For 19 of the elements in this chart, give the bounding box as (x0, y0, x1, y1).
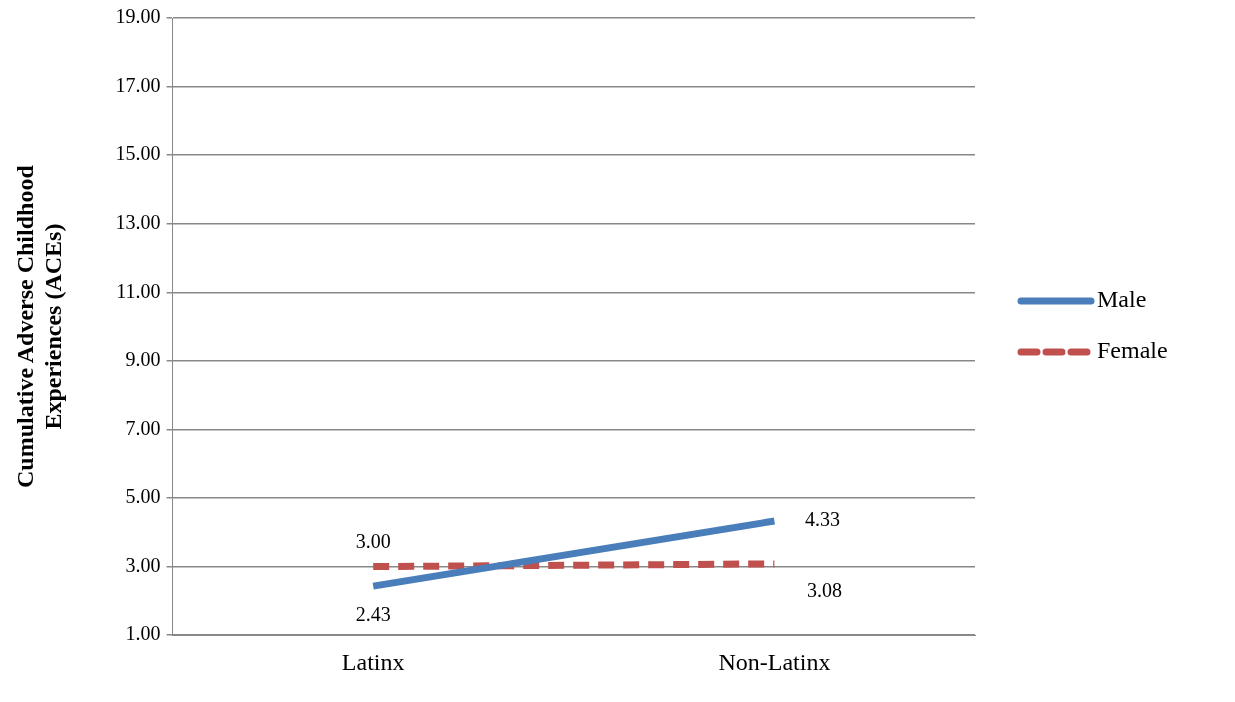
y-tick-label: 7.00 (125, 416, 161, 439)
x-tick-label: Non-Latinx (718, 648, 831, 675)
legend-label: Female (1097, 337, 1168, 364)
data-label: 2.43 (355, 603, 391, 626)
y-tick-label: 17.00 (115, 73, 161, 96)
data-label: 3.00 (355, 529, 391, 552)
y-tick-label: 3.00 (125, 553, 161, 576)
y-tick-label: 15.00 (115, 142, 161, 165)
y-tick-label: 1.00 (125, 622, 161, 645)
y-tick-label: 5.00 (125, 485, 161, 508)
y-axis-title: Cumulative Adverse Childhood Experiences (ACEs) (11, 164, 67, 488)
x-tick-label: Latinx (341, 648, 405, 675)
y-tick-label: 19.00 (115, 5, 161, 28)
y-tick-label: 13.00 (115, 210, 161, 233)
data-label: 4.33 (804, 508, 840, 531)
y-tick-label: 9.00 (125, 348, 161, 371)
data-label: 3.08 (806, 579, 842, 602)
y-tick-label: 11.00 (116, 279, 161, 302)
legend-label: Male (1097, 286, 1147, 313)
